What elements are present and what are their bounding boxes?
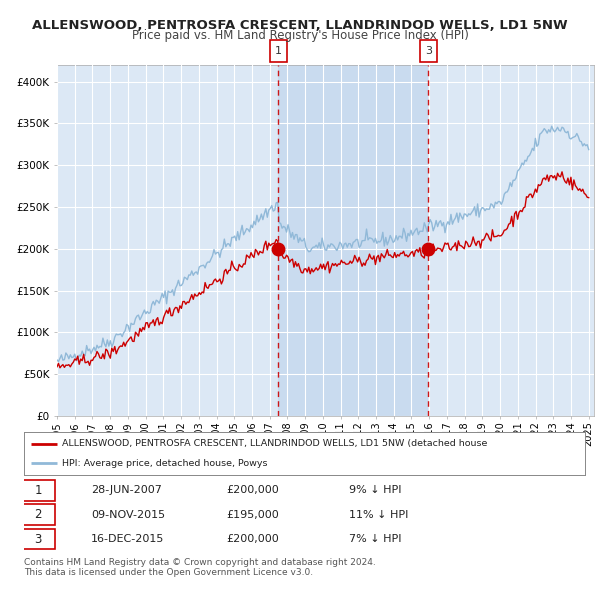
Text: £200,000: £200,000 [226,534,279,544]
FancyBboxPatch shape [21,529,55,549]
Text: 9% ↓ HPI: 9% ↓ HPI [349,486,402,496]
Text: 11% ↓ HPI: 11% ↓ HPI [349,510,409,520]
Text: 09-NOV-2015: 09-NOV-2015 [91,510,166,520]
Text: 16-DEC-2015: 16-DEC-2015 [91,534,164,544]
Text: Contains HM Land Registry data © Crown copyright and database right 2024.
This d: Contains HM Land Registry data © Crown c… [24,558,376,577]
FancyBboxPatch shape [21,504,55,525]
Text: 3: 3 [34,533,42,546]
Text: HPI: Average price, detached house, Powys: HPI: Average price, detached house, Powy… [62,459,268,468]
Text: Price paid vs. HM Land Registry's House Price Index (HPI): Price paid vs. HM Land Registry's House … [131,30,469,42]
Text: 1: 1 [275,46,282,55]
Text: 7% ↓ HPI: 7% ↓ HPI [349,534,402,544]
Bar [278,65,428,416]
Text: 3: 3 [425,46,432,55]
Text: 2: 2 [34,508,42,522]
Text: £195,000: £195,000 [226,510,279,520]
Text: 1: 1 [34,484,42,497]
Text: ALLENSWOOD, PENTROSFA CRESCENT, LLANDRINDOD WELLS, LD1 5NW: ALLENSWOOD, PENTROSFA CRESCENT, LLANDRIN… [32,19,568,32]
FancyBboxPatch shape [21,480,55,501]
Text: £200,000: £200,000 [226,486,279,496]
Text: 28-JUN-2007: 28-JUN-2007 [91,486,162,496]
Text: ALLENSWOOD, PENTROSFA CRESCENT, LLANDRINDOD WELLS, LD1 5NW (detached house: ALLENSWOOD, PENTROSFA CRESCENT, LLANDRIN… [62,440,488,448]
